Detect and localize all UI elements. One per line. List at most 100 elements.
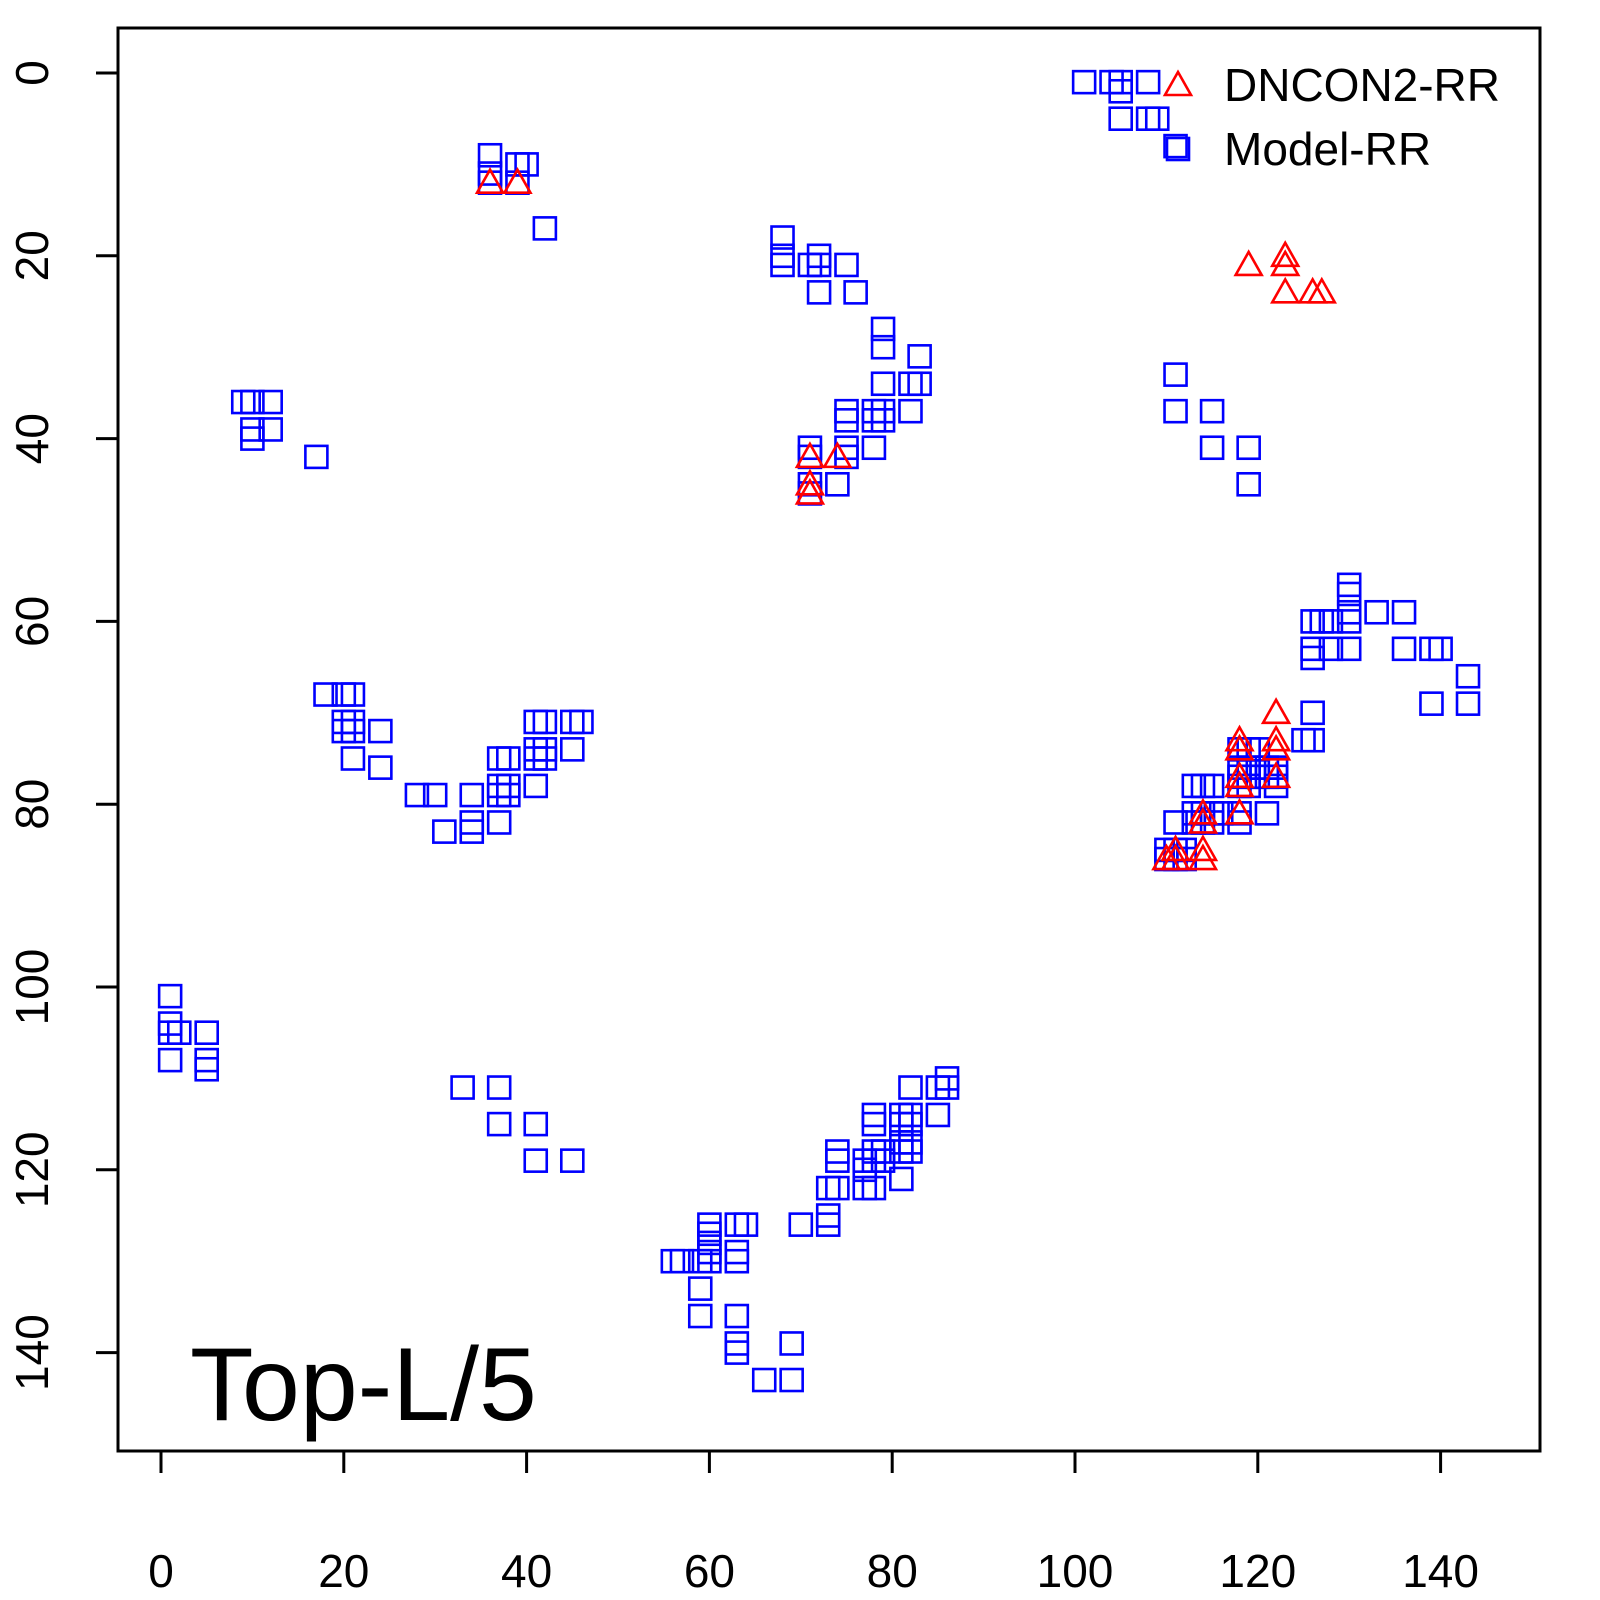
data-point-square <box>1419 691 1444 716</box>
data-point-square <box>1391 599 1417 625</box>
data-point-square <box>1336 581 1362 607</box>
data-point-square <box>870 371 896 397</box>
x-tick-label: 100 <box>1037 1545 1114 1597</box>
data-point-square <box>340 718 366 744</box>
data-point-square <box>523 1148 549 1173</box>
data-point-square <box>559 1148 585 1173</box>
data-point-square <box>459 810 485 835</box>
data-point-square <box>724 1331 750 1356</box>
data-point-square <box>925 1102 951 1128</box>
data-point-square <box>1199 435 1225 461</box>
data-point-square <box>157 1020 183 1046</box>
x-tick-label: 60 <box>684 1545 735 1597</box>
data-point-square <box>660 1248 686 1274</box>
data-point-square <box>806 280 832 305</box>
data-point-triangle <box>1260 761 1292 789</box>
data-point-square <box>806 252 832 278</box>
data-point-square <box>1419 636 1444 662</box>
data-point-square <box>898 1139 923 1164</box>
data-point-square <box>422 782 448 808</box>
data-point-square <box>496 746 521 771</box>
x-tick-label: 140 <box>1402 1545 1479 1597</box>
data-point-square <box>450 1075 475 1100</box>
x-tick-label: 80 <box>867 1545 918 1597</box>
data-point-square <box>815 1175 841 1201</box>
data-point-triangle <box>1269 249 1301 277</box>
data-point-square <box>898 1111 923 1137</box>
data-point-triangle <box>1224 770 1255 798</box>
data-point-square <box>687 1303 713 1329</box>
data-point-triangle <box>474 167 506 194</box>
y-tick-label: 80 <box>6 779 58 830</box>
plot-frame <box>116 26 1542 1453</box>
data-point-square <box>889 1102 914 1128</box>
data-point-square <box>240 426 265 451</box>
data-point-triangle <box>1260 697 1292 725</box>
data-point-square <box>861 1175 887 1201</box>
data-point-triangle <box>1187 834 1219 862</box>
data-point-square <box>157 1047 183 1073</box>
data-point-square <box>1199 398 1225 424</box>
data-point-square <box>834 408 859 433</box>
data-point-square <box>1300 645 1325 671</box>
data-point-square <box>194 1047 219 1073</box>
y-tick-label: 100 <box>6 949 58 1026</box>
data-point-square <box>523 737 549 762</box>
y-tick-label: 120 <box>6 1131 58 1208</box>
data-point-square <box>907 371 932 397</box>
data-point-square <box>532 216 558 241</box>
data-point-square <box>779 1331 804 1356</box>
data-point-square <box>230 389 256 415</box>
data-point-square <box>733 1212 759 1237</box>
legend-marker-triangle <box>1162 69 1194 97</box>
data-point-square <box>240 389 265 415</box>
data-point-square <box>486 1075 512 1100</box>
data-point-square <box>861 1148 887 1173</box>
data-point-square <box>815 1203 841 1228</box>
data-point-square <box>368 718 393 744</box>
data-point-square <box>1108 78 1133 104</box>
data-point-square <box>770 252 795 278</box>
series-triangle <box>474 167 1338 871</box>
data-point-square <box>843 280 868 305</box>
x-tick-label: 40 <box>501 1545 552 1597</box>
data-point-square <box>751 1367 777 1393</box>
data-point-triangle <box>794 468 826 496</box>
data-point-square <box>1236 435 1261 461</box>
data-point-square <box>1135 106 1161 131</box>
data-point-square <box>861 1111 887 1137</box>
data-point-square <box>559 709 585 735</box>
data-point-square <box>1336 572 1362 598</box>
legend: DNCON2-RR Model-RR <box>1162 59 1500 175</box>
data-point-triangle <box>794 441 826 469</box>
data-point-triangle <box>1187 797 1219 825</box>
data-point-square <box>1336 636 1362 662</box>
data-point-triangle <box>1151 843 1182 871</box>
data-point-square <box>486 782 512 808</box>
data-point-square <box>889 1166 914 1192</box>
data-point-square <box>523 773 549 799</box>
data-point-triangle <box>1224 761 1255 789</box>
data-point-square <box>1199 773 1225 799</box>
data-point-square <box>486 773 512 799</box>
data-point-square <box>825 471 850 497</box>
legend-marker-square <box>1165 136 1191 162</box>
data-point-square <box>559 737 585 762</box>
panel-annotation: Top-L/5 <box>190 1327 537 1443</box>
data-point-square <box>724 1248 750 1274</box>
data-point-square <box>1144 106 1170 131</box>
data-point-triangle <box>502 167 533 194</box>
data-point-triangle <box>794 477 826 505</box>
y-axis: 0 20 40 60 80 100 120 140 <box>6 60 120 1391</box>
data-point-square <box>331 718 357 744</box>
data-point-square <box>1135 69 1161 95</box>
data-point-square <box>1391 636 1417 662</box>
data-point-square <box>934 1066 960 1091</box>
data-point-square <box>313 682 338 707</box>
data-point-square <box>797 252 823 278</box>
data-point-triangle <box>1269 240 1301 268</box>
x-tick-label: 120 <box>1219 1545 1296 1597</box>
data-point-square <box>523 746 549 771</box>
data-point-square <box>834 444 859 470</box>
